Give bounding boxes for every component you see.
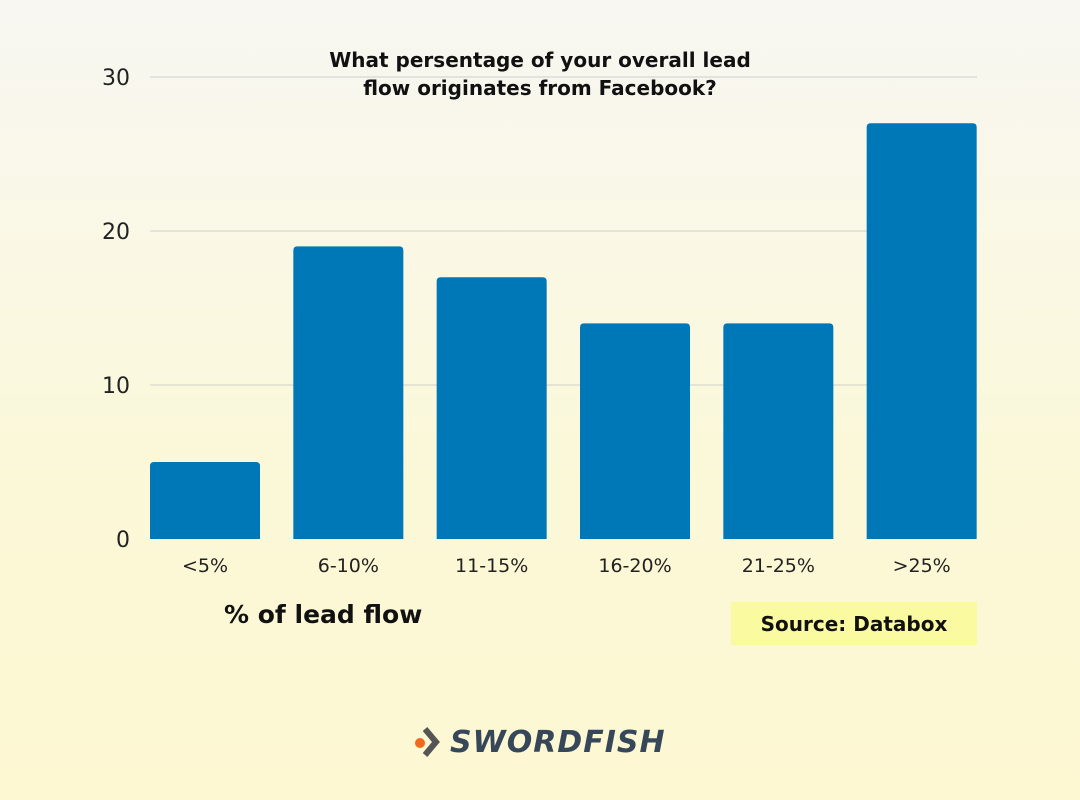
logo-arrow-icon (415, 727, 440, 757)
y-tick-label: 10 (102, 374, 130, 399)
chart-title-line-2: flow originates from Facebook? (363, 76, 717, 100)
chart-title: What persentage of your overall lead flo… (290, 46, 790, 102)
y-tick-label: 0 (116, 528, 130, 553)
x-axis-label: % of lead flow (224, 600, 423, 629)
swordfish-logo: SWORDFISH (414, 724, 666, 760)
bar-<5% (150, 462, 260, 539)
x-tick-label: 21-25% (742, 555, 815, 577)
bar-6-10% (293, 246, 404, 539)
x-tick-label: >25% (893, 555, 951, 577)
bar-11-15% (436, 277, 547, 539)
bar->25% (866, 123, 977, 539)
source-badge: Source: Databox (731, 602, 977, 645)
chart-title-line-1: What persentage of your overall lead (329, 48, 751, 72)
y-tick-label: 30 (102, 66, 130, 91)
x-tick-label: 6-10% (318, 555, 379, 577)
bar-16-20% (580, 323, 690, 539)
logo-text: SWORDFISH (450, 724, 666, 760)
x-tick-label: 11-15% (455, 555, 528, 577)
bar-21-25% (723, 323, 834, 539)
x-tick-label: 16-20% (598, 555, 671, 577)
y-tick-label: 20 (102, 220, 130, 245)
x-tick-label: <5% (182, 555, 228, 577)
